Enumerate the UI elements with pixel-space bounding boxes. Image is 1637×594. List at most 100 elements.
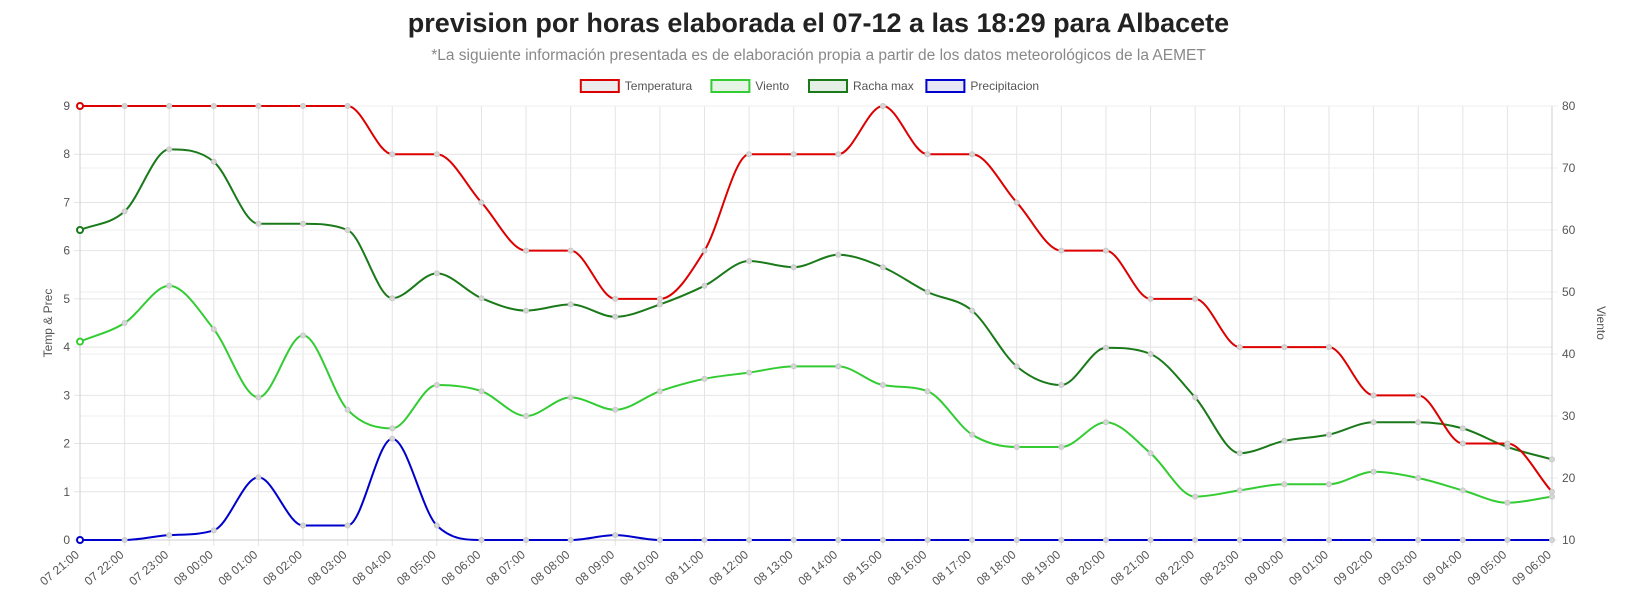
y-left-tick-label: 9 — [63, 99, 70, 113]
x-tick-label: 08 01:00 — [216, 547, 261, 588]
data-point — [1504, 440, 1511, 447]
x-tick-label: 09 03:00 — [1375, 547, 1420, 588]
data-point — [1459, 440, 1466, 447]
data-point — [969, 537, 976, 543]
data-point — [1370, 468, 1377, 475]
data-point — [1459, 487, 1466, 494]
x-tick-label: 08 06:00 — [439, 547, 484, 588]
x-tick-label: 08 07:00 — [483, 547, 528, 588]
data-point — [656, 295, 663, 302]
x-tick-label: 08 16:00 — [885, 547, 930, 588]
data-point — [1415, 419, 1422, 426]
x-tick-label: 07 22:00 — [82, 547, 127, 588]
axes: 07 21:00 07 22:00 07 23:00 08 00:00 08 01:00… — [37, 99, 1608, 588]
data-point — [612, 313, 619, 320]
data-point — [1013, 444, 1020, 450]
grid — [74, 105, 1558, 546]
data-point — [701, 375, 708, 382]
data-point — [210, 527, 217, 534]
data-point — [1325, 537, 1332, 543]
data-point — [567, 394, 574, 401]
data-point — [1058, 247, 1065, 254]
data-point — [924, 537, 931, 543]
data-point — [746, 151, 753, 158]
data-point — [523, 307, 530, 314]
legend: Temperatura Viento Racha max Precipitacion — [579, 79, 1039, 93]
data-point — [790, 264, 797, 271]
series-line-viento — [79, 284, 1553, 504]
data-point — [300, 220, 307, 227]
data-point — [790, 537, 797, 543]
data-point — [166, 532, 173, 539]
data-point — [1147, 450, 1154, 457]
data-point — [1236, 344, 1243, 351]
legend-label: Racha max — [853, 79, 914, 93]
data-point — [121, 320, 128, 326]
x-tick-label: 08 23:00 — [1197, 547, 1242, 588]
data-point — [746, 537, 753, 543]
data-point — [1549, 456, 1555, 463]
y-left-axis-title: Temp & Prec — [41, 289, 55, 358]
data-point — [1504, 499, 1511, 506]
data-point — [924, 289, 931, 295]
data-point — [969, 431, 976, 438]
data-point — [1147, 295, 1154, 302]
y-right-tick-label: 40 — [1562, 347, 1576, 361]
data-point — [433, 522, 440, 529]
data-point — [1549, 537, 1555, 543]
data-point — [567, 247, 574, 254]
data-point — [1370, 419, 1377, 426]
x-tick-label: 08 04:00 — [349, 547, 394, 588]
x-tick-label: 09 06:00 — [1509, 547, 1554, 588]
data-point — [523, 413, 530, 419]
x-tick-label: 09 00:00 — [1242, 547, 1287, 588]
data-point — [300, 522, 307, 529]
data-point — [1281, 344, 1288, 351]
x-tick-label: 08 13:00 — [751, 547, 796, 588]
x-tick-label: 08 09:00 — [572, 547, 617, 588]
x-tick-label: 08 02:00 — [260, 547, 305, 588]
data-point — [656, 388, 663, 395]
data-point — [567, 301, 574, 308]
data-point — [344, 406, 351, 413]
y-left-tick-label: 1 — [63, 485, 70, 499]
data-point — [1236, 450, 1243, 457]
data-point — [433, 270, 440, 277]
y-right-tick-label: 20 — [1562, 471, 1576, 485]
data-point — [1236, 487, 1243, 494]
data-point — [1281, 537, 1288, 543]
y-left-tick-label: 0 — [63, 533, 70, 547]
y-left-tick-label: 4 — [63, 340, 70, 354]
x-tick-label: 09 01:00 — [1286, 547, 1331, 588]
data-point — [879, 537, 886, 543]
series-line-temperatura — [80, 104, 1553, 493]
x-tick-label: 09 05:00 — [1465, 547, 1510, 588]
y-right-tick-label: 50 — [1562, 285, 1576, 299]
data-point — [1415, 475, 1422, 481]
data-point — [255, 474, 262, 481]
data-point — [121, 537, 128, 543]
chart-subtitle: *La siguiente información presentada es … — [431, 47, 1206, 64]
x-tick-label: 08 15:00 — [840, 547, 885, 588]
data-point — [478, 537, 485, 543]
x-tick-label: 09 02:00 — [1331, 547, 1376, 588]
data-point — [1192, 493, 1199, 500]
y-right-tick-label: 60 — [1562, 223, 1576, 237]
data-point — [790, 151, 797, 158]
y-left-tick-label: 8 — [63, 147, 70, 161]
legend-swatch — [808, 79, 848, 93]
data-point — [121, 103, 128, 109]
y-left-tick-label: 3 — [63, 388, 70, 402]
data-point — [835, 363, 842, 370]
data-point — [166, 146, 173, 153]
data-point — [612, 532, 619, 539]
y-right-axis-title: Viento — [1594, 306, 1608, 340]
data-point — [656, 537, 663, 543]
chart-title: prevision por horas elaborada el 07-12 a… — [407, 8, 1230, 38]
data-point — [76, 226, 84, 234]
data-point — [300, 103, 307, 109]
data-point — [924, 151, 931, 158]
data-point — [1549, 488, 1555, 495]
x-tick-label: 07 21:00 — [37, 547, 82, 588]
data-point — [835, 251, 842, 258]
